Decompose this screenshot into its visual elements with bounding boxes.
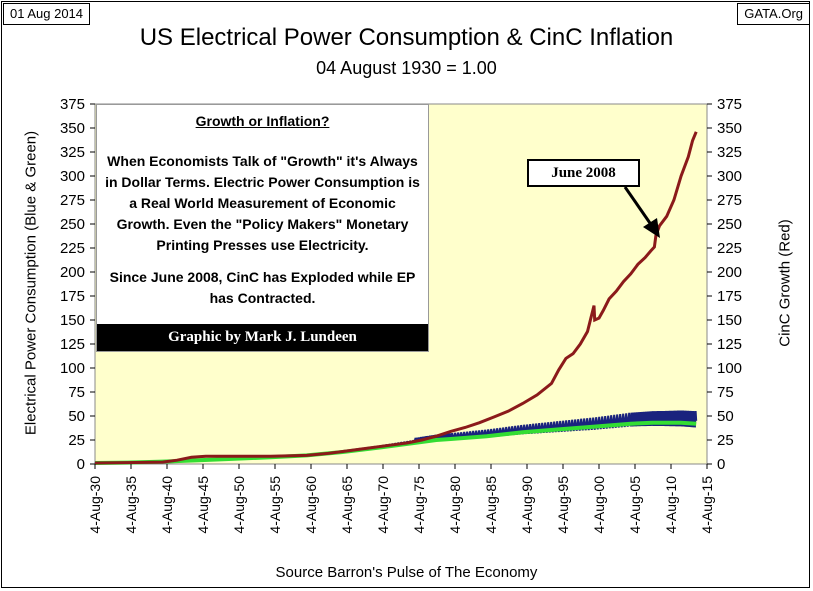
y-tick-label-left: 75 — [68, 384, 85, 401]
x-tick-label: 4-Aug-30 — [87, 476, 103, 534]
date-box: 01 Aug 2014 — [3, 3, 91, 25]
y-tick-label-left: 0 — [77, 456, 85, 473]
y-tick-label-left: 325 — [60, 144, 85, 161]
y-tick-label-left: 150 — [60, 312, 85, 329]
x-tick-label: 4-Aug-10 — [663, 476, 679, 534]
note-paragraph-1: When Economists Talk of "Growth" it's Al… — [105, 153, 420, 253]
y-tick-label-right: 75 — [717, 384, 734, 401]
red-series-line — [94, 131, 698, 465]
x-tick-label: 4-Aug-35 — [123, 476, 139, 534]
y-tick-label-right: 150 — [717, 312, 742, 329]
y-tick-label-right: 325 — [717, 144, 742, 161]
x-tick-label: 4-Aug-75 — [411, 476, 427, 534]
y-tick-label-right: 375 — [717, 96, 742, 113]
x-tick-label: 4-Aug-90 — [519, 476, 535, 534]
x-tick-label: 4-Aug-80 — [447, 476, 463, 534]
x-tick-label: 4-Aug-60 — [303, 476, 319, 534]
y-tick-label-right: 50 — [717, 408, 734, 425]
chart-title: US Electrical Power Consumption & CinC I… — [139, 24, 674, 51]
x-tick-label: 4-Aug-50 — [231, 476, 247, 534]
chart-subtitle: 04 August 1930 = 1.00 — [316, 58, 497, 78]
y-tick-label-right: 0 — [717, 456, 725, 473]
x-tick-label: 4-Aug-95 — [555, 476, 571, 534]
note-heading: Growth or Inflation? — [195, 113, 330, 129]
credit-bar: Graphic by Mark J. Lundeen — [97, 324, 428, 351]
y-tick-label-left: 225 — [60, 240, 85, 257]
y-tick-label-left: 25 — [68, 432, 85, 449]
x-tick-label: 4-Aug-70 — [375, 476, 391, 534]
y-tick-label-right: 125 — [717, 336, 742, 353]
x-tick-label: 4-Aug-40 — [159, 476, 175, 534]
y-axis-right: 0 25 50 75 100 125 150 175 200 225 250 275 300 325 350… — [707, 96, 742, 473]
june-2008-annotation: June 2008 — [527, 159, 640, 187]
y-tick-label-right: 300 — [717, 168, 742, 185]
note-paragraph-2: Since June 2008, CinC has Exploded while… — [109, 269, 416, 306]
y-tick-label-right: 200 — [717, 264, 742, 281]
y-tick-label-right: 275 — [717, 192, 742, 209]
y-tick-label-left: 50 — [68, 408, 85, 425]
y-tick-label-right: 350 — [717, 120, 742, 137]
y-tick-label-left: 125 — [60, 336, 85, 353]
x-tick-label: 4-Aug-55 — [267, 476, 283, 534]
y-tick-label-left: 350 — [60, 120, 85, 137]
y-tick-label-left: 300 — [60, 168, 85, 185]
y-tick-label-right: 250 — [717, 216, 742, 233]
x-tick-label: 4-Aug-05 — [627, 476, 643, 534]
x-tick-label: 4-Aug-45 — [195, 476, 211, 534]
x-tick-label: 4-Aug-15 — [699, 476, 715, 534]
y-tick-label-right: 100 — [717, 360, 742, 377]
x-tick-label: 4-Aug-00 — [591, 476, 607, 534]
y-tick-label-left: 100 — [60, 360, 85, 377]
y-tick-label-right: 175 — [717, 288, 742, 305]
right-axis-label: CinC Growth (Red) — [776, 219, 794, 347]
june-2008-arrow — [623, 186, 654, 227]
y-tick-label-left: 275 — [60, 192, 85, 209]
y-tick-label-left: 200 — [60, 264, 85, 281]
green-series-line — [94, 420, 697, 465]
x-axis: 4-Aug-30 4-Aug-35 4-Aug-40 4-Aug-45 4-Aug-50… — [87, 464, 715, 534]
y-tick-label-left: 375 — [60, 96, 85, 113]
y-tick-label-right: 25 — [717, 432, 734, 449]
y-axis-left: 0 25 50 75 100 125 150 175 200 225 250 275 300 325 350… — [60, 96, 95, 473]
left-axis-label: Electrical Power Consumption (Blue & Gre… — [22, 130, 40, 436]
x-axis-label: Source Barron's Pulse of The Economy — [275, 564, 538, 581]
x-tick-label: 4-Aug-65 — [339, 476, 355, 534]
source-box: GATA.Org — [737, 3, 810, 25]
y-tick-label-left: 250 — [60, 216, 85, 233]
note-box: Growth or Inflation? When Economists Tal… — [96, 104, 429, 352]
june-2008-arrowhead — [643, 218, 660, 238]
y-tick-label-left: 175 — [60, 288, 85, 305]
x-tick-label: 4-Aug-85 — [483, 476, 499, 534]
y-tick-label-right: 225 — [717, 240, 742, 257]
